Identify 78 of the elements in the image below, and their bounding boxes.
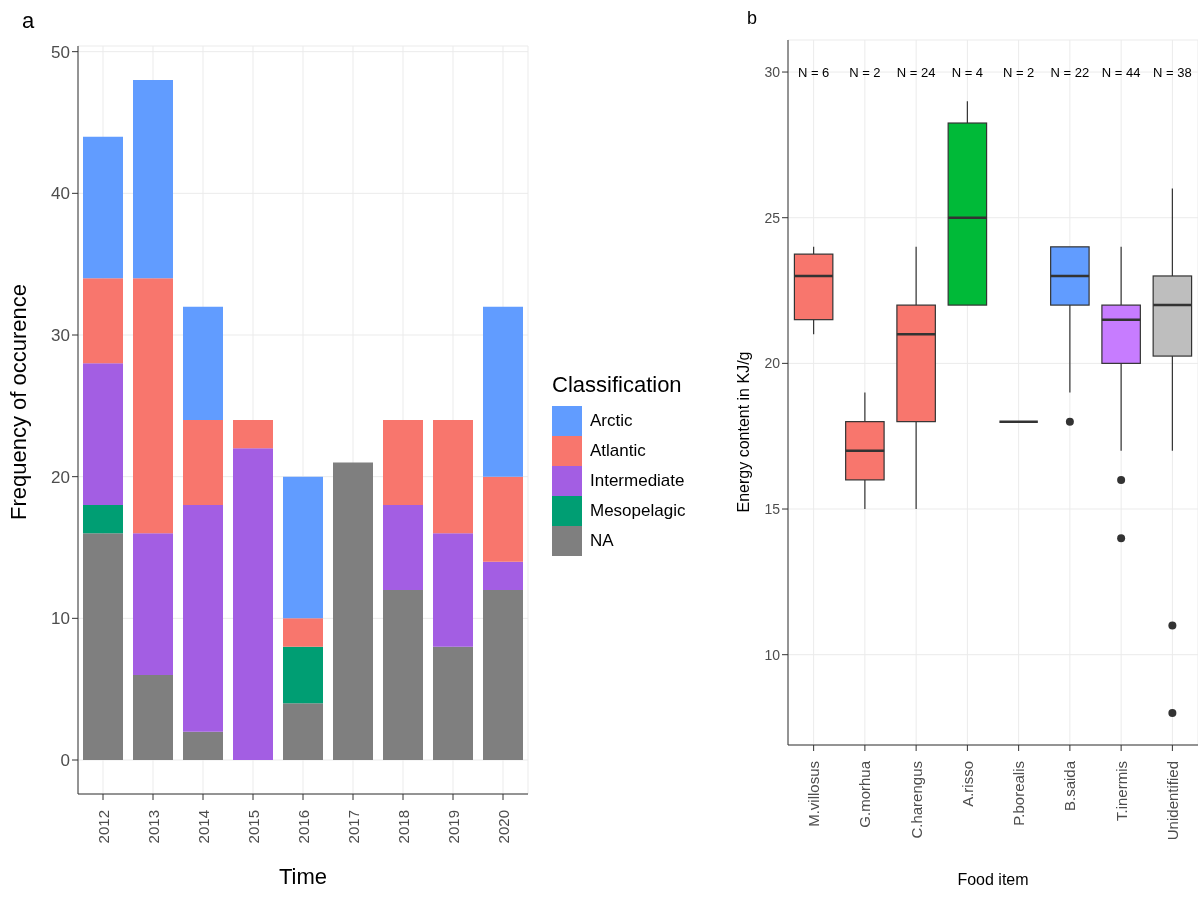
bar: [183, 731, 223, 760]
bar: [383, 590, 423, 760]
y-axis-title: Energy content in KJ/g: [734, 351, 752, 513]
y-tick-label: 50: [51, 42, 70, 62]
x-axis-title: Time: [278, 864, 328, 889]
bar: [483, 476, 523, 562]
legend-label: Intermediate: [590, 471, 685, 491]
bar: [433, 646, 473, 760]
y-tick-label: 30: [51, 326, 70, 346]
x-tick-label: B.saida: [1061, 760, 1079, 812]
y-tick-label: 25: [764, 209, 781, 226]
y-tick-label: 40: [51, 184, 70, 204]
x-tick-label: Unidentified: [1163, 761, 1181, 841]
x-tick-label: 2014: [194, 810, 212, 844]
x-tick-label: 2018: [394, 810, 412, 844]
bar: [383, 505, 423, 590]
bar: [83, 136, 123, 279]
x-tick-label: 2015: [244, 810, 262, 844]
bar: [283, 703, 323, 760]
x-tick-label: T.inermis: [1112, 761, 1130, 822]
annotation: N = 24: [896, 64, 936, 80]
bar: [133, 80, 173, 279]
legend-label: Mesopelagic: [590, 501, 686, 521]
x-tick-label: 2012: [94, 810, 112, 844]
annotation: N = 4: [951, 64, 984, 80]
y-tick-label: 30: [764, 64, 781, 81]
x-tick-label: 2019: [444, 810, 462, 844]
chart-title: b: [746, 8, 758, 30]
x-tick-label: 2013: [144, 810, 162, 844]
bar: [183, 420, 223, 505]
bar: [333, 462, 373, 760]
bar: [283, 476, 323, 619]
bar: [83, 533, 123, 760]
x-tick-label: 2020: [494, 810, 512, 844]
bar: [133, 675, 173, 760]
bar: [233, 420, 273, 449]
bar: [283, 618, 323, 647]
bar: [83, 363, 123, 505]
y-axis-title: Frequency of occurence: [5, 283, 31, 520]
legend-label: NA: [590, 531, 614, 551]
bar: [133, 533, 173, 675]
x-tick-label: G.morhua: [856, 760, 874, 828]
y-tick-label: 0: [60, 751, 70, 771]
bar: [133, 278, 173, 534]
y-tick-label: 20: [51, 467, 70, 487]
bar: [483, 590, 523, 760]
bar: [383, 420, 423, 505]
annotation: N = 2: [1002, 64, 1035, 80]
x-tick-label: 2016: [294, 810, 312, 844]
y-tick-label: 20: [764, 355, 781, 372]
bar: [183, 306, 223, 420]
x-tick-label: 2017: [344, 810, 362, 844]
y-tick-label: 10: [764, 646, 781, 663]
bar: [483, 306, 523, 477]
legend-label: Atlantic: [590, 441, 646, 461]
annotation: N = 22: [1050, 64, 1090, 80]
bar: [233, 448, 273, 760]
legend-label: Arctic: [590, 411, 633, 431]
bar: [433, 533, 473, 647]
bar: [83, 278, 123, 364]
annotation: N = 44: [1101, 64, 1141, 80]
x-tick-label: M.villosus: [805, 761, 823, 827]
bar: [483, 561, 523, 590]
x-tick-label: A.risso: [958, 761, 976, 807]
x-tick-label: P.borealis: [1010, 761, 1028, 826]
y-tick-label: 10: [51, 609, 70, 629]
legend-title: Classification: [552, 372, 683, 398]
annotation: N = 6: [797, 64, 830, 80]
bar: [283, 646, 323, 704]
chart-title: a: [21, 8, 36, 34]
annotation: N = 38: [1153, 64, 1192, 80]
bar: [433, 420, 473, 534]
x-axis-title: Food item: [957, 871, 1029, 888]
annotation: N = 2: [849, 64, 881, 80]
bar: [83, 505, 123, 534]
y-tick-label: 15: [764, 501, 781, 517]
bar: [183, 505, 223, 732]
x-tick-label: C.harengus: [907, 761, 925, 839]
